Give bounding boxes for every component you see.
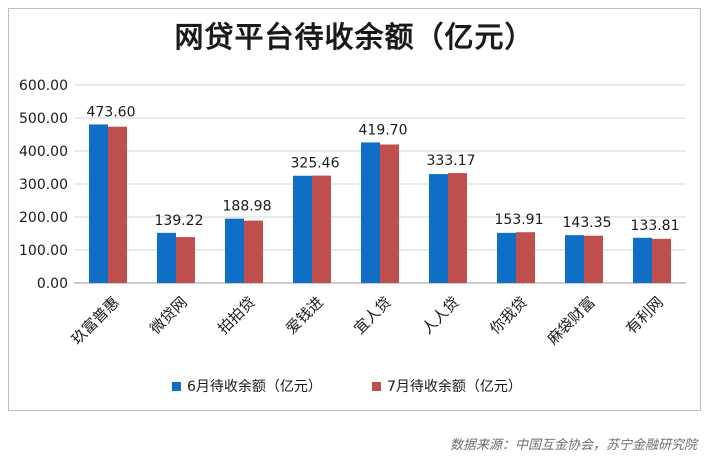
category-label: 有利网 xyxy=(622,293,667,338)
legend-swatch-july xyxy=(372,381,381,391)
data-label: 473.60 xyxy=(87,104,136,120)
bar-june xyxy=(361,142,380,283)
data-label: 419.70 xyxy=(359,122,408,138)
bar-july xyxy=(584,235,603,283)
category-label: 人人贷 xyxy=(418,293,463,338)
data-label: 153.91 xyxy=(495,212,544,228)
bar-july xyxy=(312,175,331,283)
category-label: 微贷网 xyxy=(146,293,191,338)
bar-june xyxy=(293,175,312,283)
data-label: 139.22 xyxy=(155,213,204,229)
category-label: 麻袋财富 xyxy=(544,293,599,348)
bar-july xyxy=(380,144,399,283)
legend-item-june: 6月待收余额（亿元） xyxy=(172,376,322,396)
category-label: 玖富普惠 xyxy=(68,293,123,348)
category-label: 宜人贷 xyxy=(350,293,395,338)
y-tick-label: 0.00 xyxy=(37,276,68,292)
y-tick-label: 200.00 xyxy=(19,210,68,226)
legend-label-june: 6月待收余额（亿元） xyxy=(187,379,322,395)
bar-june xyxy=(633,237,652,283)
bar-july xyxy=(244,220,263,283)
y-tick-label: 600.00 xyxy=(19,78,68,94)
category-label: 拍拍贷 xyxy=(214,293,259,338)
data-label: 188.98 xyxy=(223,199,272,215)
y-tick-label: 400.00 xyxy=(19,144,68,160)
data-label: 325.46 xyxy=(291,156,340,172)
y-tick-label: 500.00 xyxy=(19,111,68,127)
y-tick-label: 300.00 xyxy=(19,177,68,193)
legend-item-july: 7月待收余额（亿元） xyxy=(372,376,522,396)
bar-july xyxy=(108,126,127,283)
legend-label-july: 7月待收余额（亿元） xyxy=(387,379,522,395)
bar-june xyxy=(497,232,516,283)
source-note: 数据来源：中国互金协会，苏宁金融研究院 xyxy=(449,438,697,453)
bar-june xyxy=(225,218,244,283)
category-label: 爱钱进 xyxy=(282,293,327,338)
bars xyxy=(89,124,671,283)
bar-july xyxy=(516,232,535,283)
bar-july xyxy=(652,238,671,283)
bar-june xyxy=(89,124,108,283)
legend-swatch-june xyxy=(172,381,181,391)
chart-title: 网贷平台待收余额（亿元） xyxy=(174,20,535,54)
data-label: 333.17 xyxy=(427,153,476,169)
y-tick-labels: 0.00 100.00 200.00 300.00 400.00 500.00 600.00 xyxy=(19,78,68,292)
category-label: 你我贷 xyxy=(486,293,531,338)
y-tick-label: 100.00 xyxy=(19,243,68,259)
bar-june xyxy=(429,174,448,283)
data-labels: 473.60 139.22 188.98 325.46 419.70 333.17 153.… xyxy=(87,104,680,233)
bar-june xyxy=(565,235,584,283)
bar-july xyxy=(448,173,467,283)
bar-june xyxy=(157,232,176,283)
data-label: 143.35 xyxy=(563,215,612,231)
bar-july xyxy=(176,237,195,283)
category-labels: 玖富普惠 微贷网 拍拍贷 爱钱进 宜人贷 人人贷 你我贷 麻袋财富 有利网 xyxy=(68,293,667,348)
data-label: 133.81 xyxy=(631,218,680,234)
